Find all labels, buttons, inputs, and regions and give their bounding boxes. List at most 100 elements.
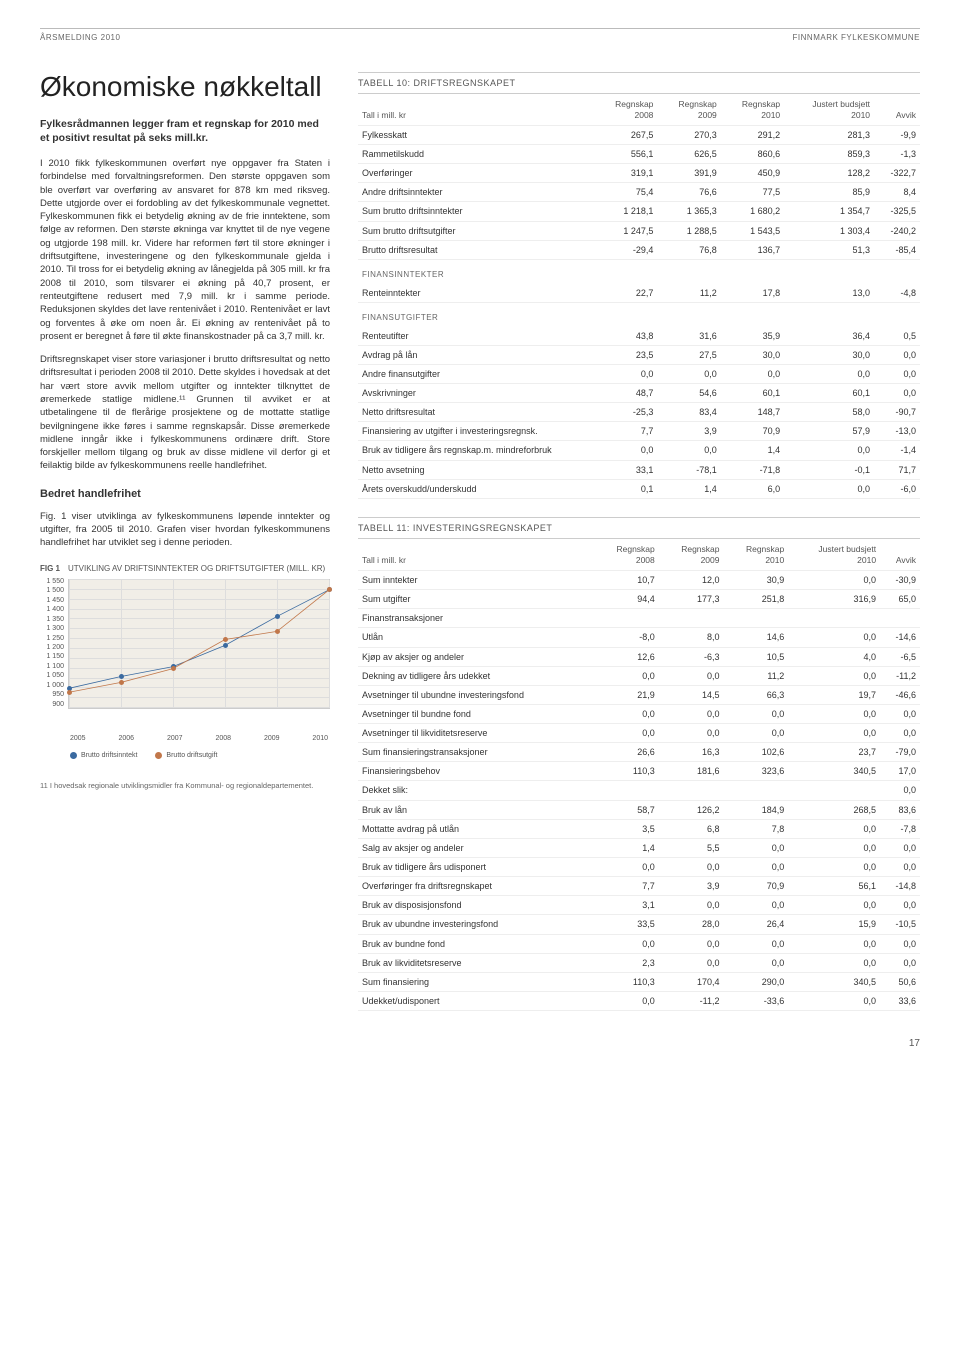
table-cell: 859,3: [784, 145, 874, 164]
table-cell: [594, 609, 659, 628]
table-cell: 2,3: [594, 953, 659, 972]
table-cell: 316,9: [788, 590, 880, 609]
table-cell: -85,4: [874, 240, 920, 259]
table-cell: 0,0: [788, 819, 880, 838]
body-para-1: I 2010 fikk fylkeskommunen overført nye …: [40, 157, 330, 343]
table-row: Fylkesskatt267,5270,3291,2281,3-9,9: [358, 125, 920, 144]
table-cell: 11,2: [724, 666, 789, 685]
table-cell: 26,4: [724, 915, 789, 934]
table-cell: Avdrag på lån: [358, 345, 594, 364]
table-cell: [788, 609, 880, 628]
table-cell: 291,2: [721, 125, 784, 144]
table-cell: Avsetninger til ubundne investeringsfond: [358, 685, 594, 704]
chart-marker: [327, 587, 332, 592]
table-cell: -79,0: [880, 743, 920, 762]
table-row: Bruk av disposisjonsfond3,10,00,00,00,0: [358, 896, 920, 915]
page-title: Økonomiske nøkkeltall: [40, 72, 330, 103]
table-row: Bruk av bundne fond0,00,00,00,00,0: [358, 934, 920, 953]
table-cell: 0,0: [880, 838, 920, 857]
table-cell: 4,0: [788, 647, 880, 666]
table-cell: 0,0: [880, 704, 920, 723]
table-row: Finansieringsbehov110,3181,6323,6340,517…: [358, 762, 920, 781]
table-cell: 14,6: [724, 628, 789, 647]
table-section-label: FINANSUTGIFTER: [358, 302, 920, 326]
chart-marker: [275, 629, 280, 634]
table-cell: Sum brutto driftsinntekter: [358, 202, 594, 221]
table-cell: -6,3: [659, 647, 724, 666]
table-cell: 1 247,5: [594, 221, 657, 240]
table-cell: 0,0: [788, 934, 880, 953]
table-cell: 57,9: [784, 422, 874, 441]
table-cell: 3,9: [657, 422, 720, 441]
chart-ytick: 1 000: [40, 681, 64, 690]
table-cell: 0,0: [880, 781, 920, 800]
table-cell: 626,5: [657, 145, 720, 164]
table-cell: Dekket slik:: [358, 781, 594, 800]
chart-ytick: 1 350: [40, 615, 64, 624]
table-cell: 136,7: [721, 240, 784, 259]
table-cell: -90,7: [874, 403, 920, 422]
table-cell: 281,3: [784, 125, 874, 144]
table-row: Årets overskudd/underskudd0,11,46,00,0-6…: [358, 479, 920, 498]
chart-marker: [119, 674, 124, 679]
chart-fig-label: FIG 1: [40, 564, 60, 574]
table-cell: 1,4: [721, 441, 784, 460]
table-cell: 43,8: [594, 327, 657, 346]
table-cell: 7,7: [594, 422, 657, 441]
table-cell: 60,1: [721, 384, 784, 403]
table-cell: 0,0: [724, 953, 789, 972]
table-cell: Finansiering av utgifter i investeringsr…: [358, 422, 594, 441]
table-cell: [659, 781, 724, 800]
table-row: Andre driftsinntekter75,476,677,585,98,4: [358, 183, 920, 202]
table-cell: 11,2: [657, 284, 720, 303]
table-cell: 0,0: [659, 704, 724, 723]
table-cell: 184,9: [724, 800, 789, 819]
table-cell: 33,5: [594, 915, 659, 934]
table-cell: Avsetninger til likviditetsreserve: [358, 724, 594, 743]
table-cell: 0,0: [657, 441, 720, 460]
table-cell: 85,9: [784, 183, 874, 202]
chart-marker: [223, 637, 228, 642]
table-cell: Brutto driftsresultat: [358, 240, 594, 259]
table-cell: 0,0: [724, 896, 789, 915]
table-cell: -8,0: [594, 628, 659, 647]
table-cell: [594, 781, 659, 800]
table-cell: Netto avsetning: [358, 460, 594, 479]
table-cell: Avskrivninger: [358, 384, 594, 403]
chart-xtick: 2005: [70, 734, 86, 743]
table-cell: 170,4: [659, 972, 724, 991]
chart-ytick: 1 050: [40, 671, 64, 680]
table-cell: -322,7: [874, 164, 920, 183]
table-row: Udekket/udisponert0,0-11,2-33,60,033,6: [358, 992, 920, 1011]
chart-title: UTVIKLING AV DRIFTSINNTEKTER OG DRIFTSUT…: [68, 564, 325, 574]
table-cell: Renteinntekter: [358, 284, 594, 303]
table-header-cell: Tall i mill. kr: [358, 541, 594, 570]
table-cell: 0,0: [788, 704, 880, 723]
table-row: Sum finansiering110,3170,4290,0340,550,6: [358, 972, 920, 991]
table-cell: 0,0: [874, 345, 920, 364]
chart-legend-item: Brutto driftsutgift: [155, 751, 217, 760]
table-row: Andre finansutgifter0,00,00,00,00,0: [358, 364, 920, 383]
table-cell: 319,1: [594, 164, 657, 183]
table-cell: 0,0: [880, 896, 920, 915]
table-cell: 0,0: [788, 666, 880, 685]
table-cell: Utlån: [358, 628, 594, 647]
chart-ytick: 1 150: [40, 652, 64, 661]
table-row: Mottatte avdrag på utlån3,56,87,80,0-7,8: [358, 819, 920, 838]
table-cell: 450,9: [721, 164, 784, 183]
table-cell: 0,0: [659, 724, 724, 743]
table-cell: 8,0: [659, 628, 724, 647]
chart-marker: [171, 666, 176, 671]
table-cell: 30,0: [784, 345, 874, 364]
body-para-2: Driftsregnskapet viser store variasjoner…: [40, 353, 330, 473]
table-cell: -13,0: [874, 422, 920, 441]
table-cell: 51,3: [784, 240, 874, 259]
table-row: Dekning av tidligere års udekket0,00,011…: [358, 666, 920, 685]
table-row: Kjøp av aksjer og andeler12,6-6,310,54,0…: [358, 647, 920, 666]
table-cell: 6,8: [659, 819, 724, 838]
table-cell: -1,3: [874, 145, 920, 164]
table-cell: 33,1: [594, 460, 657, 479]
table-cell: 0,0: [788, 628, 880, 647]
table-cell: 3,1: [594, 896, 659, 915]
table-cell: 0,0: [788, 838, 880, 857]
